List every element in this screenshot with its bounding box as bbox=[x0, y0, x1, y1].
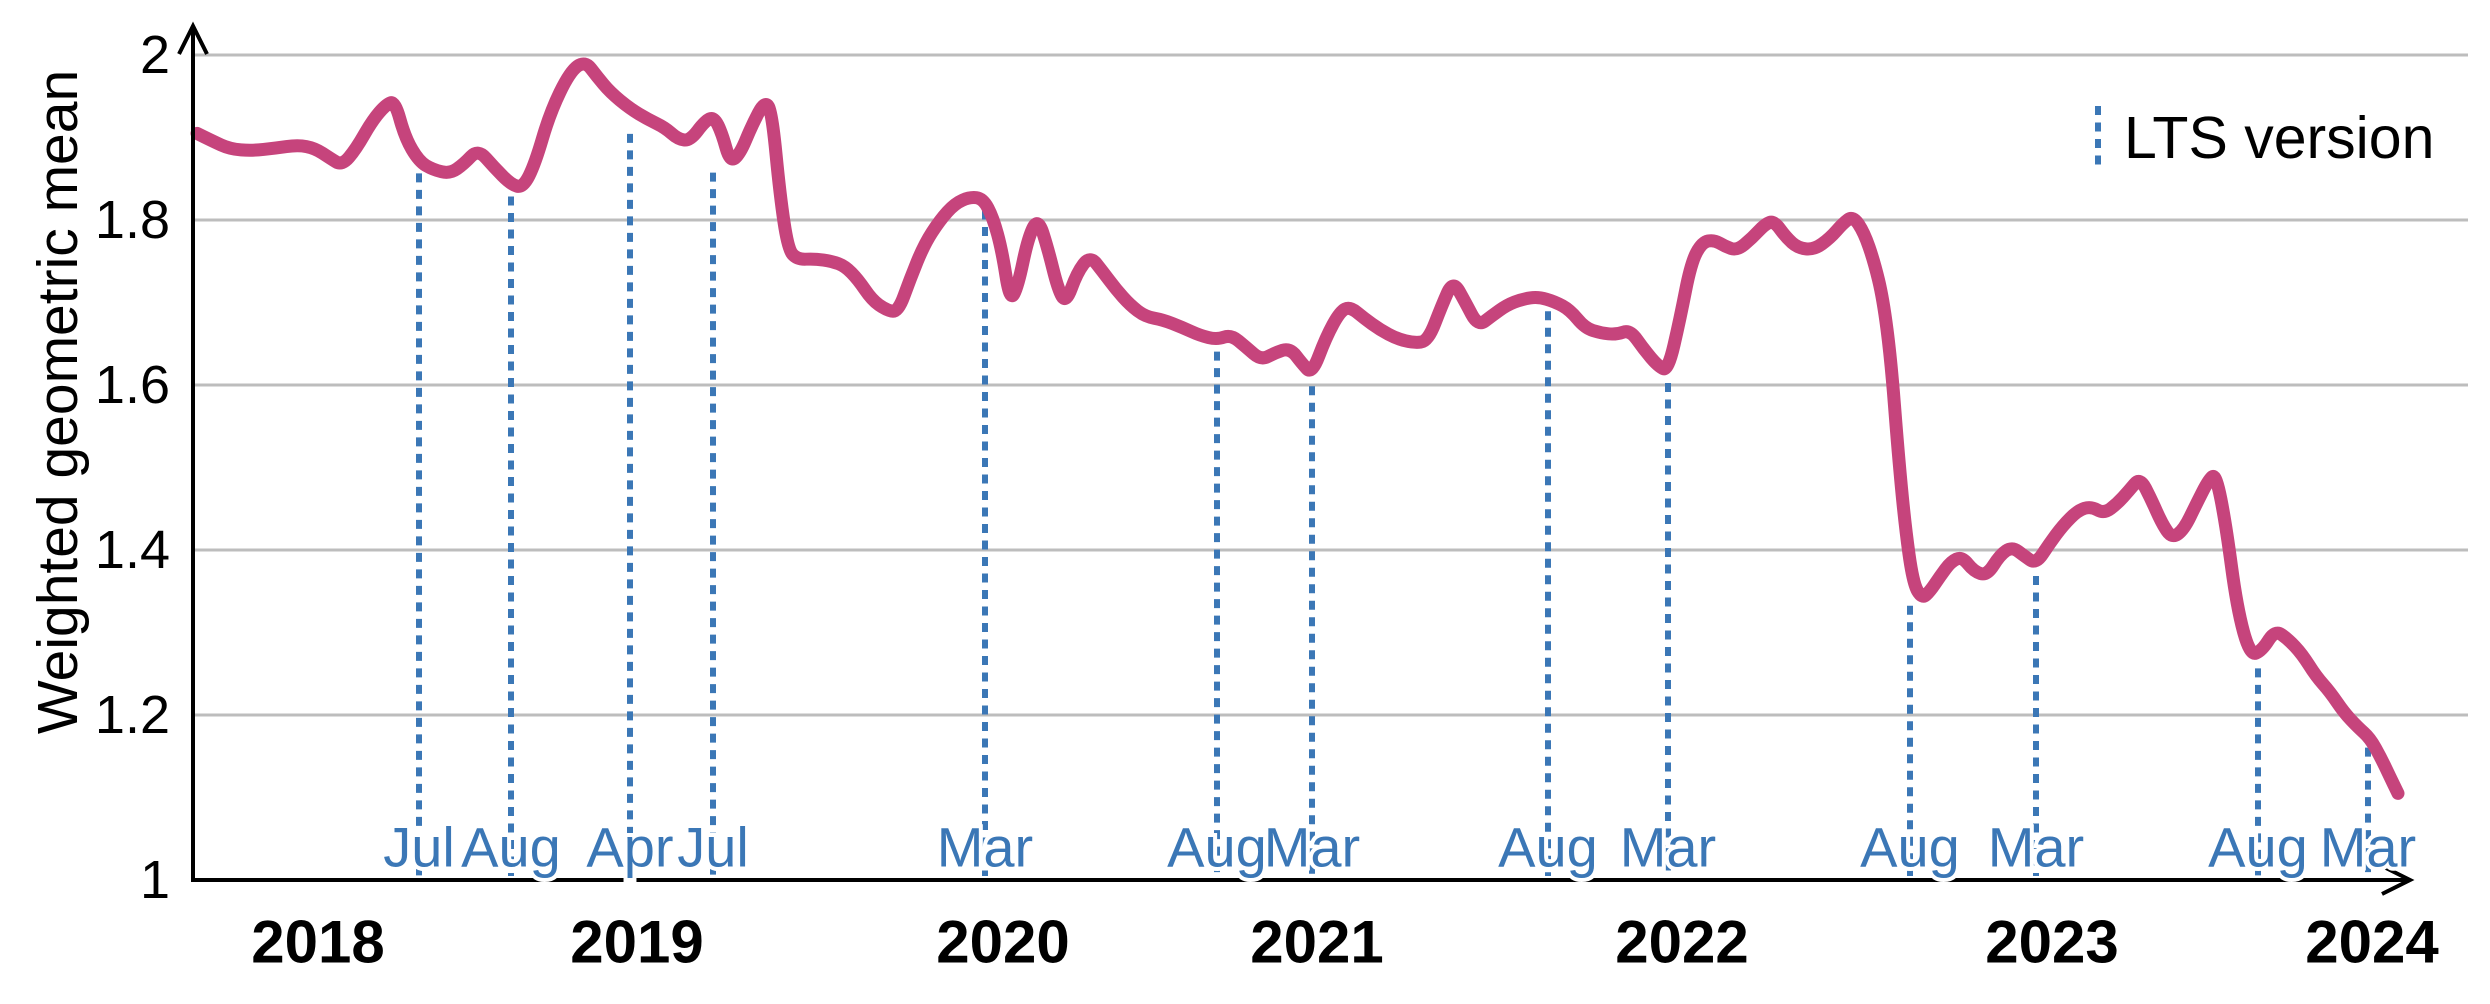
y-tick-label: 1 bbox=[140, 850, 170, 910]
y-tick-label: 1.4 bbox=[95, 520, 170, 580]
y-tick-label: 1.8 bbox=[95, 190, 170, 250]
lts-month-label: Aug bbox=[461, 816, 561, 879]
y-axis-title: Weighted geometric mean bbox=[26, 70, 90, 734]
year-label: 2019 bbox=[570, 909, 703, 976]
lts-month-label: Aug bbox=[1860, 816, 1960, 879]
year-label: 2023 bbox=[1985, 909, 2118, 976]
x-axis-arrow bbox=[2381, 864, 2415, 896]
lts-month-label: Mar bbox=[937, 816, 1033, 879]
legend-label: LTS version bbox=[2124, 105, 2434, 171]
gridlines bbox=[193, 53, 2468, 717]
year-label: 2022 bbox=[1615, 909, 1748, 976]
y-tick-label: 2 bbox=[140, 25, 170, 85]
year-labels: 2018 2019 2020 2021 2022 2023 2024 bbox=[251, 909, 2439, 976]
legend: LTS version bbox=[2095, 105, 2434, 172]
year-label: 2020 bbox=[936, 909, 1069, 976]
axes bbox=[177, 21, 2415, 896]
lts-month-label: Apr bbox=[586, 816, 673, 879]
lts-month-label: Jul bbox=[383, 816, 455, 879]
lts-month-label: Jul bbox=[677, 816, 749, 879]
lts-month-label: Aug bbox=[2208, 816, 2308, 879]
lts-month-label: Aug bbox=[1498, 816, 1598, 879]
lts-month-label: Mar bbox=[1988, 816, 2084, 879]
y-tick-label: 1.2 bbox=[95, 685, 170, 745]
year-label: 2021 bbox=[1250, 909, 1383, 976]
lts-month-label: Aug bbox=[1167, 816, 1267, 879]
year-label: 2018 bbox=[251, 909, 384, 976]
lts-month-label: Mar bbox=[1620, 816, 1716, 879]
axis-lines bbox=[191, 28, 2408, 882]
series-line-group bbox=[190, 57, 2405, 800]
lts-marker-lines bbox=[416, 133, 2371, 876]
y-tick-labels: 1 1.2 1.4 1.6 1.8 2 bbox=[95, 25, 170, 910]
lts-month-label: Mar bbox=[1264, 816, 1360, 879]
lts-month-label: Mar bbox=[2320, 816, 2416, 879]
year-label: 2024 bbox=[2305, 909, 2439, 976]
y-tick-label: 1.6 bbox=[95, 355, 170, 415]
y-axis-arrow bbox=[177, 21, 209, 55]
series-line bbox=[190, 57, 2405, 800]
